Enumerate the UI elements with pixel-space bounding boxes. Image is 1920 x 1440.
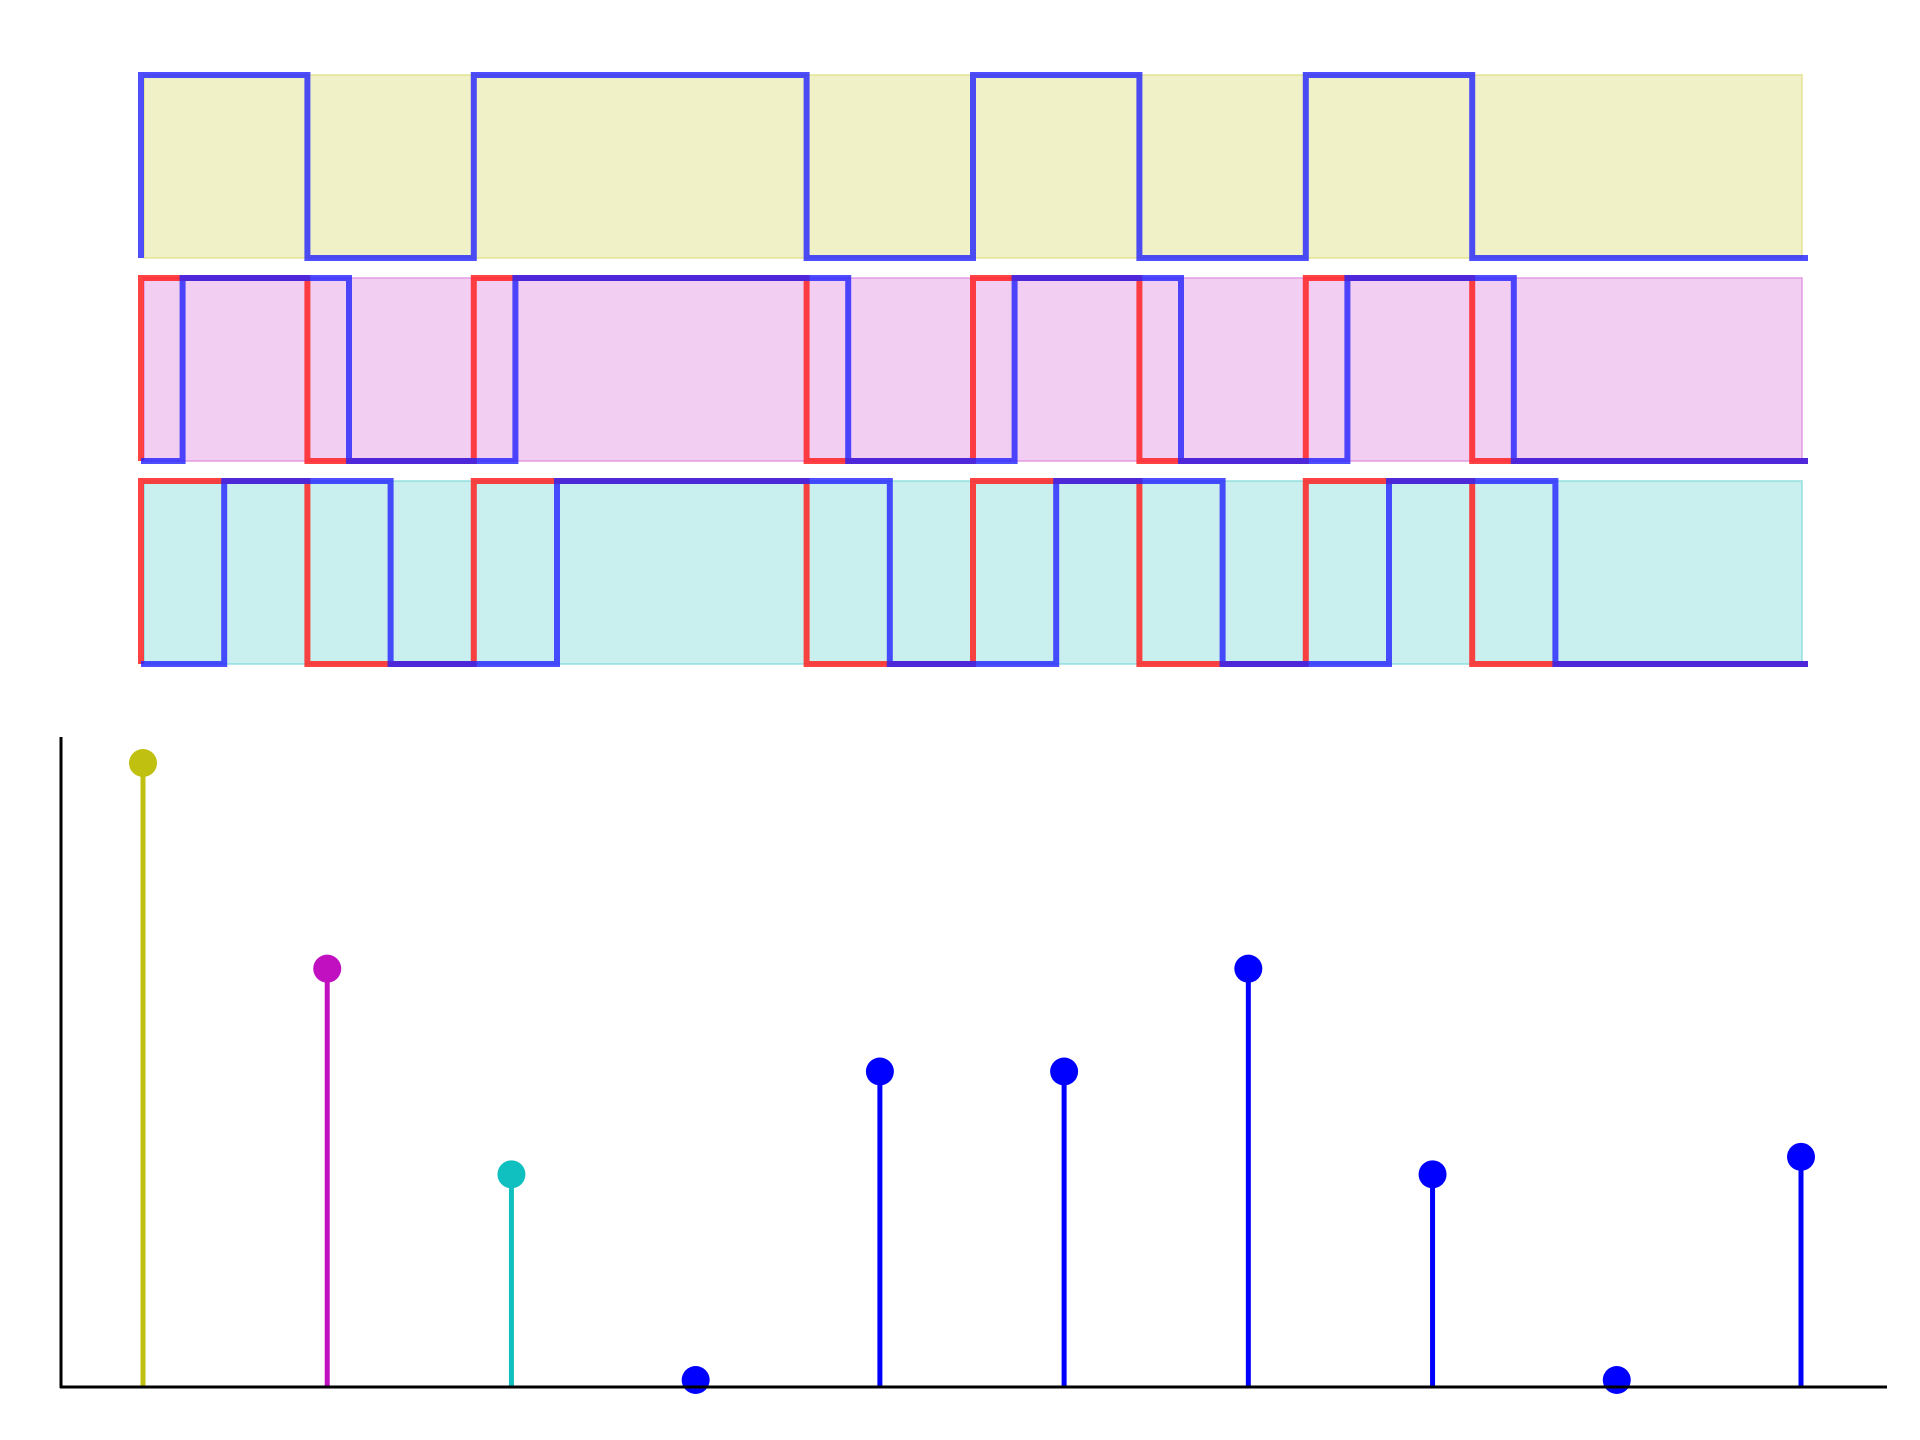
shifted-waveform-2 [141, 275, 1808, 464]
stem-marker-8 [1418, 1160, 1447, 1189]
stem-plot [59, 737, 1887, 1394]
stem-marker-4 [681, 1366, 710, 1394]
stem-marker-7 [1234, 954, 1263, 983]
stem-marker-2 [313, 954, 342, 983]
waveform-panels [138, 72, 1808, 667]
stem-marker-1 [129, 749, 157, 777]
stem-marker-5 [865, 1057, 894, 1086]
shifted-waveform-3 [141, 478, 1808, 667]
stem-marker-6 [1050, 1057, 1079, 1086]
stem-marker-10 [1787, 1142, 1815, 1171]
shifted-waveform-1 [138, 72, 1808, 261]
stem-marker-9 [1602, 1366, 1631, 1394]
stem-marker-3 [497, 1160, 526, 1189]
